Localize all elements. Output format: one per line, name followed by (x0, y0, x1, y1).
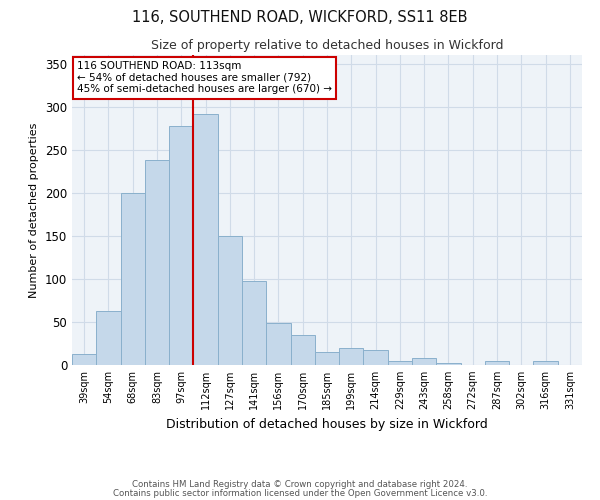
Bar (436, 364, 461, 365)
Bar (266, 323, 290, 365)
Bar (193, 114, 218, 365)
Bar (169, 126, 193, 365)
Bar (388, 360, 412, 365)
Bar (364, 350, 388, 365)
Bar (339, 348, 364, 365)
Text: Contains public sector information licensed under the Open Government Licence v3: Contains public sector information licen… (113, 488, 487, 498)
Bar (242, 282, 266, 365)
Text: 116 SOUTHEND ROAD: 113sqm
← 54% of detached houses are smaller (792)
45% of semi: 116 SOUTHEND ROAD: 113sqm ← 54% of detac… (77, 61, 332, 94)
Title: Size of property relative to detached houses in Wickford: Size of property relative to detached ho… (151, 40, 503, 52)
Text: 116, SOUTHEND ROAD, WICKFORD, SS11 8EB: 116, SOUTHEND ROAD, WICKFORD, SS11 8EB (132, 10, 468, 25)
Bar (145, 160, 169, 365)
Bar (290, 335, 315, 365)
Bar (315, 352, 339, 365)
X-axis label: Distribution of detached houses by size in Wickford: Distribution of detached houses by size … (166, 418, 488, 430)
Bar (72, 354, 96, 365)
Text: Contains HM Land Registry data © Crown copyright and database right 2024.: Contains HM Land Registry data © Crown c… (132, 480, 468, 489)
Bar (96, 310, 121, 365)
Bar (485, 360, 509, 365)
Y-axis label: Number of detached properties: Number of detached properties (29, 122, 40, 298)
Bar (121, 193, 145, 365)
Bar (412, 358, 436, 365)
Bar (218, 236, 242, 365)
Bar (533, 360, 558, 365)
